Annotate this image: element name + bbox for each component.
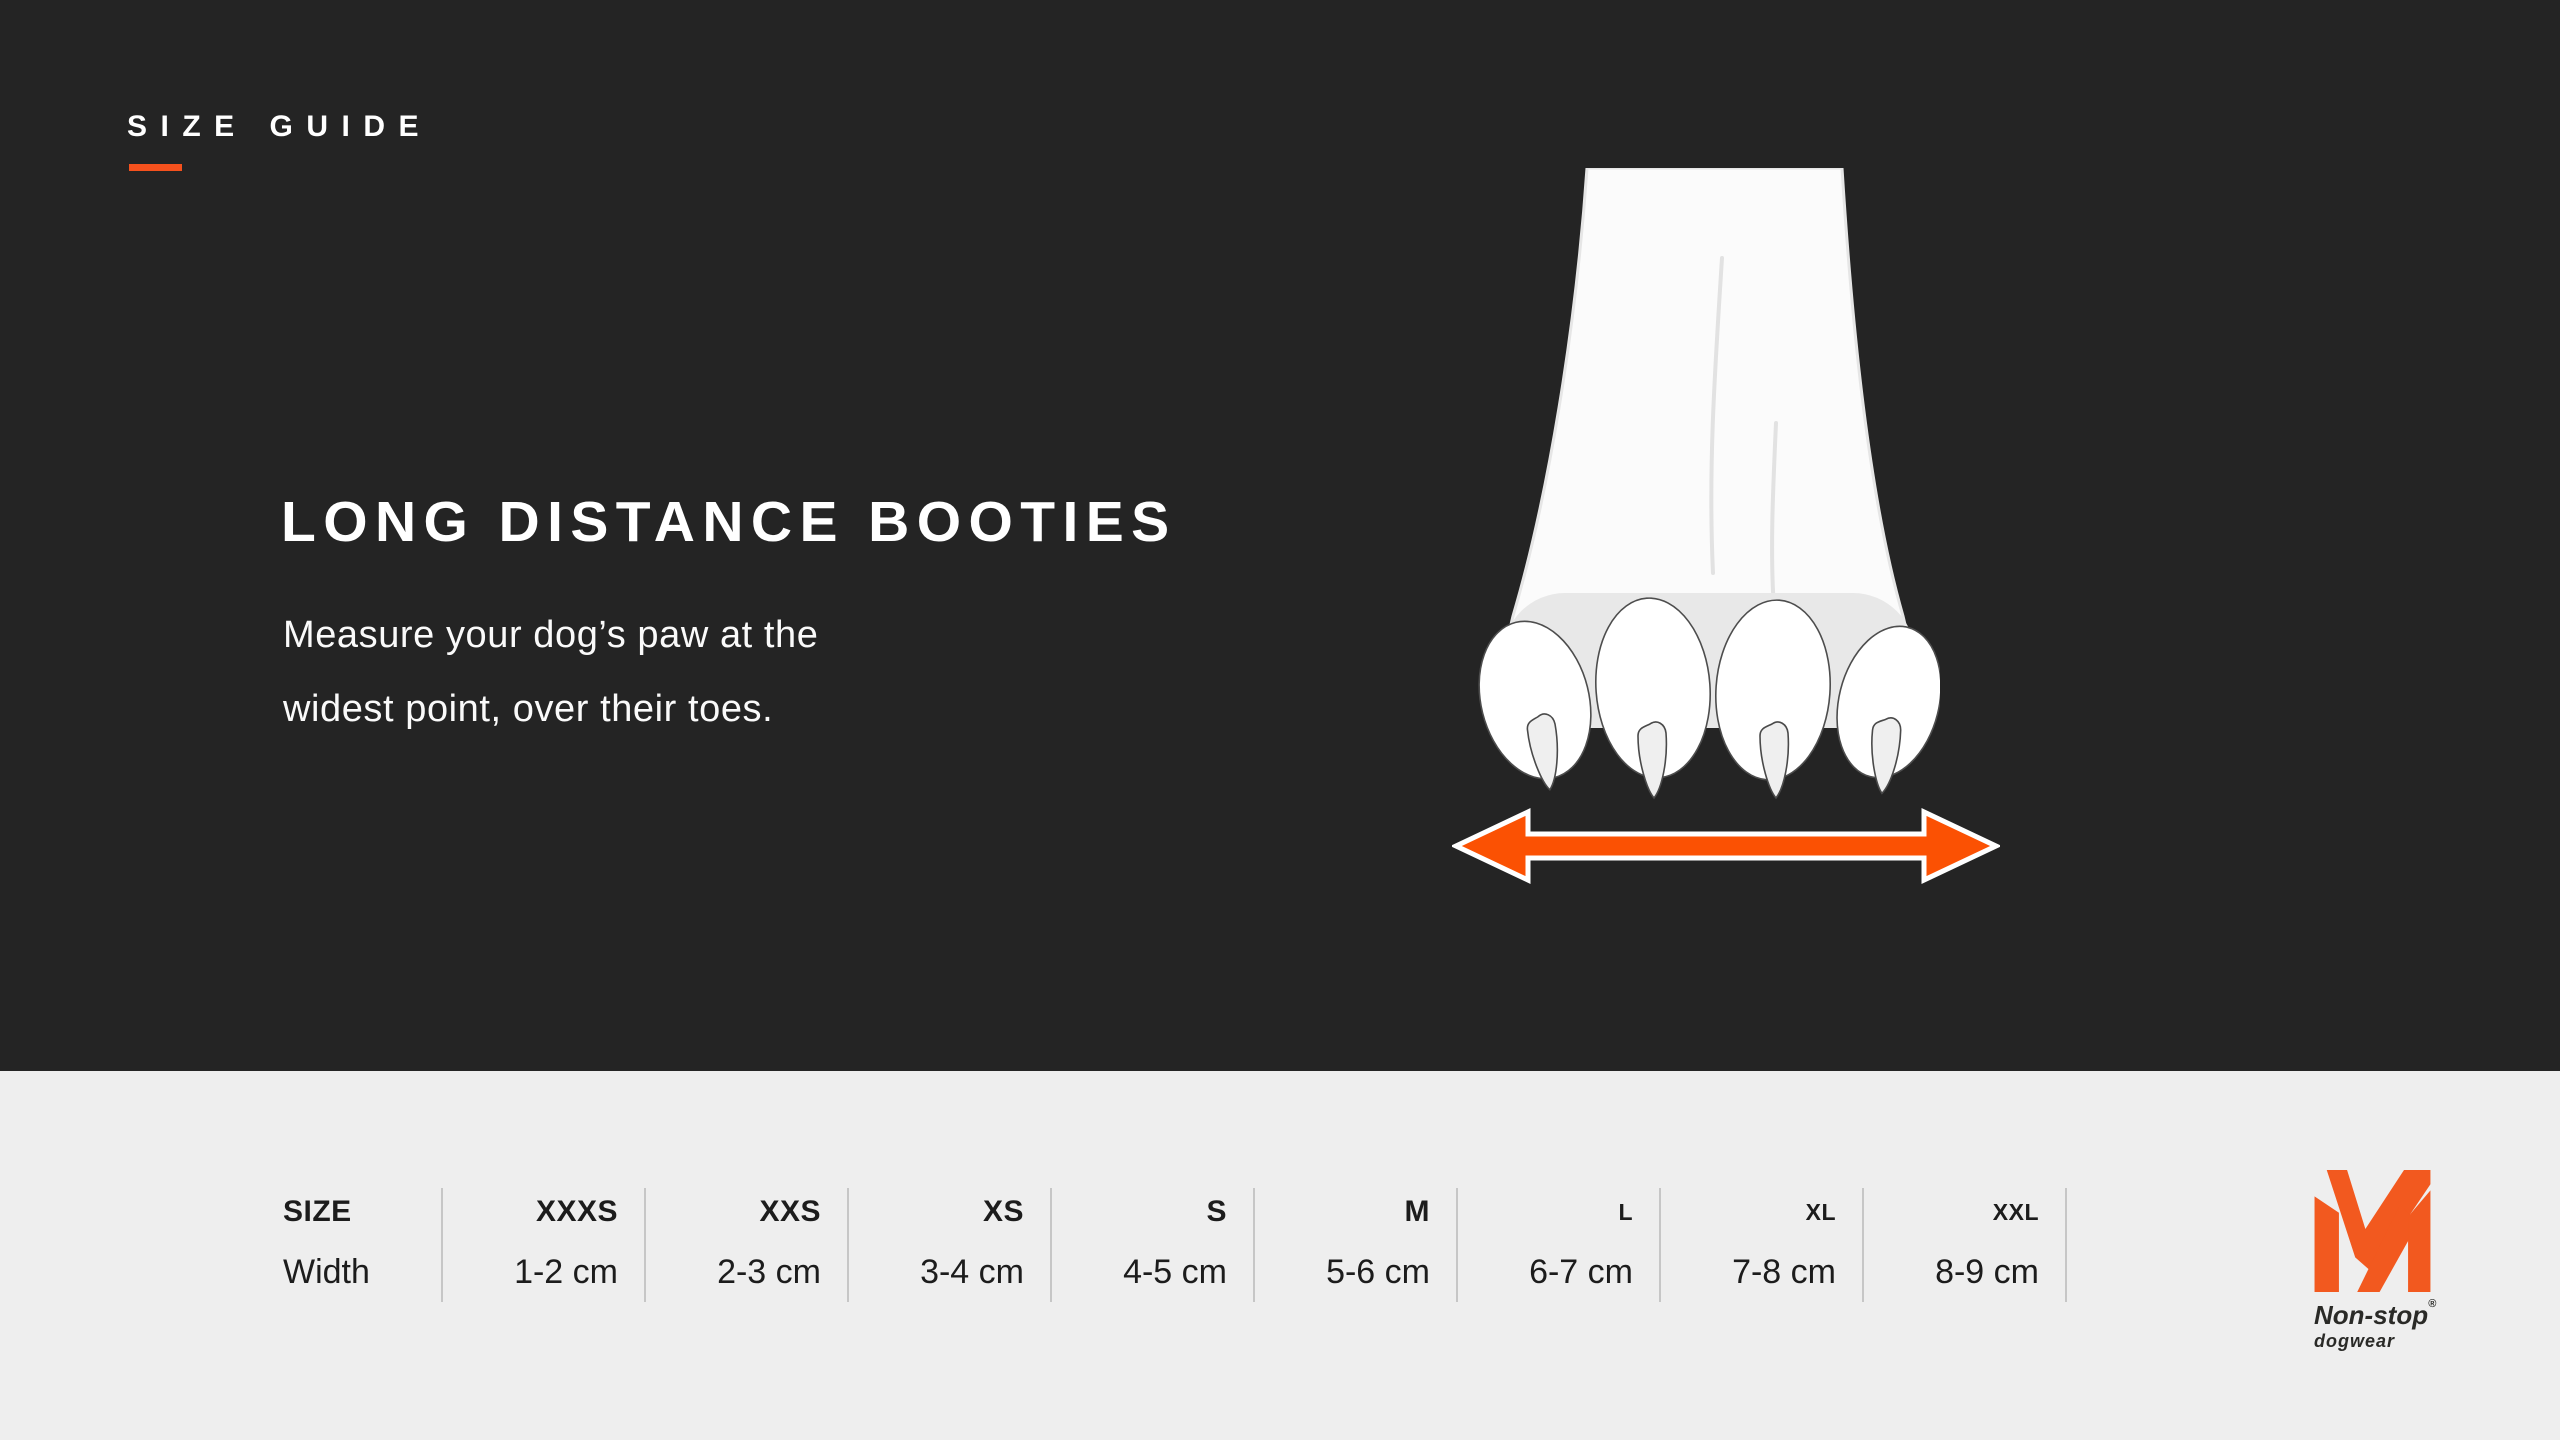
width-value: 1-2 cm [514, 1253, 618, 1291]
page-title: LONG DISTANCE BOOTIES [281, 490, 1177, 554]
toe-outer-right [1836, 625, 1940, 779]
claws [1526, 713, 1902, 800]
size-label: XS [982, 1195, 1024, 1228]
size-table-label-column: SIZE Width [283, 1188, 443, 1302]
width-arrow-icon [1452, 808, 2000, 884]
size-column-s: S 4-5 cm [1052, 1188, 1255, 1302]
size-row-label: SIZE [283, 1195, 352, 1228]
fur-crease-right [1770, 421, 1778, 610]
width-value: 3-4 cm [920, 1253, 1024, 1291]
dog-paw-illustration [1478, 168, 1940, 800]
size-label: XL [1805, 1199, 1836, 1225]
claw-1 [1526, 713, 1559, 792]
logo-cross-diagonal [2357, 1204, 2419, 1292]
size-label: XXXS [535, 1195, 618, 1228]
logo-left-bar [2314, 1196, 2339, 1292]
claw-4 [1871, 717, 1902, 795]
measure-instructions: Measure your dog’s paw at the widest poi… [283, 598, 818, 746]
width-value: 8-9 cm [1935, 1253, 2039, 1291]
size-label: M [1404, 1195, 1430, 1228]
size-label: XXL [1992, 1199, 2039, 1225]
brand-name: Non-stop® [2314, 1298, 2437, 1330]
size-label: XXS [759, 1195, 821, 1228]
nonstop-logo-icon [2314, 1170, 2431, 1292]
paw-leg [1503, 168, 1913, 652]
size-table: SIZE Width XXXS 1-2 cm XXS 2-3 cm XS 3-4… [283, 1188, 2067, 1302]
brand-logo: Non-stop® dogwear [2312, 1170, 2462, 1352]
size-column-xs: XS 3-4 cm [849, 1188, 1052, 1302]
brand-subtitle: dogwear [2314, 1331, 2396, 1351]
size-column-xxl: XXL 8-9 cm [1864, 1188, 2067, 1302]
double-headed-arrow [1452, 808, 2000, 884]
width-row-label: Width [283, 1253, 370, 1291]
instruction-line-1: Measure your dog’s paw at the [283, 614, 819, 656]
size-column-xl: XL 7-8 cm [1661, 1188, 1864, 1302]
hero-section: SIZE GUIDE LONG DISTANCE BOOTIES Measure… [0, 0, 2560, 1071]
claw-3 [1759, 721, 1790, 800]
eyebrow-underline [129, 164, 182, 171]
width-value: 7-8 cm [1732, 1253, 1836, 1291]
fur-crease-left [1709, 256, 1724, 575]
logo-check [2326, 1170, 2431, 1272]
size-column-m: M 5-6 cm [1255, 1188, 1458, 1302]
width-value: 4-5 cm [1123, 1253, 1227, 1291]
width-value: 2-3 cm [717, 1253, 821, 1291]
eyebrow-label: SIZE GUIDE [127, 110, 433, 143]
size-table-section: SIZE Width XXXS 1-2 cm XXS 2-3 cm XS 3-4… [0, 1071, 2560, 1440]
size-column-xxs: XXS 2-3 cm [646, 1188, 849, 1302]
size-label: L [1618, 1199, 1633, 1225]
width-value: 6-7 cm [1529, 1253, 1633, 1291]
width-value: 5-6 cm [1326, 1253, 1430, 1291]
instruction-line-2: widest point, over their toes. [283, 688, 774, 730]
registered-mark: ® [2428, 1298, 2437, 1310]
size-column-l: L 6-7 cm [1458, 1188, 1661, 1302]
claw-2 [1637, 721, 1668, 800]
size-label: S [1206, 1195, 1227, 1228]
logo-right-bar [2408, 1190, 2431, 1292]
size-column-xxxs: XXXS 1-2 cm [443, 1188, 646, 1302]
